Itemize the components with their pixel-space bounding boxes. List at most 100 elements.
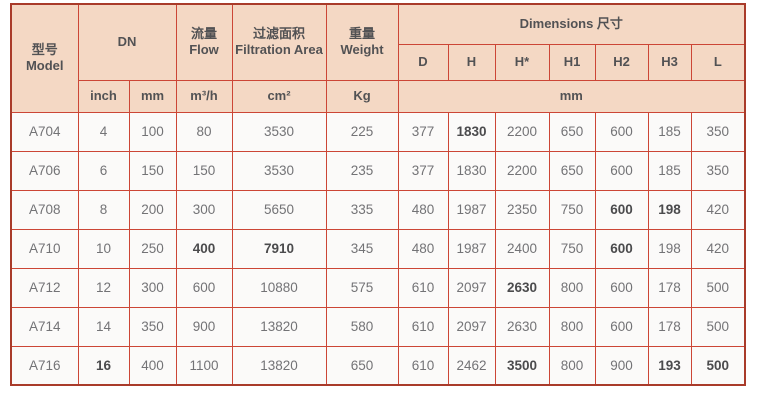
header-filtration-area: 过滤面积 Filtration Area — [231, 3, 327, 81]
value-cell: 800 — [548, 267, 596, 308]
value-cell: 6 — [77, 150, 130, 191]
header-dim-hstar: H* — [494, 43, 550, 81]
value-cell: 198 — [647, 189, 692, 230]
value-cell: 150 — [175, 150, 233, 191]
model-cell: A704 — [10, 111, 79, 152]
value-cell: 750 — [548, 228, 596, 269]
table-body: A704 4 100 80 3530 225 377 1830 2200 650 600 185 350… — [10, 111, 746, 386]
value-cell: 4 — [77, 111, 130, 152]
value-cell: 600 — [594, 189, 649, 230]
value-cell: 750 — [548, 189, 596, 230]
value-cell: 193 — [647, 345, 692, 386]
table-row: A706 6 150 150 3530 235 377 1830 2200 650 600 185 35… — [10, 150, 746, 191]
value-cell: 650 — [325, 345, 399, 386]
table-header: 型号 Model DN 流量 Flow 过滤面积 Filtration Area… — [10, 3, 746, 113]
value-cell: 900 — [175, 306, 233, 347]
value-cell: 345 — [325, 228, 399, 269]
value-cell: 800 — [548, 345, 596, 386]
value-cell: 178 — [647, 306, 692, 347]
unit-flow: m³/h — [175, 79, 233, 113]
value-cell: 5650 — [231, 189, 327, 230]
value-cell: 480 — [397, 189, 449, 230]
value-cell: 420 — [690, 228, 746, 269]
value-cell: 610 — [397, 306, 449, 347]
table-row: A708 8 200 300 5650 335 480 1987 2350 750 600 198 42… — [10, 189, 746, 230]
value-cell: 3500 — [494, 345, 550, 386]
value-cell: 1830 — [447, 150, 496, 191]
header-dim-h: H — [447, 43, 496, 81]
value-cell: 335 — [325, 189, 399, 230]
value-cell: 7910 — [231, 228, 327, 269]
value-cell: 610 — [397, 267, 449, 308]
header-flow-en: Flow — [189, 42, 219, 58]
specification-table: 型号 Model DN 流量 Flow 过滤面积 Filtration Area… — [10, 3, 747, 386]
value-cell: 600 — [594, 228, 649, 269]
header-flow: 流量 Flow — [175, 3, 233, 81]
model-cell: A712 — [10, 267, 79, 308]
value-cell: 2200 — [494, 150, 550, 191]
unit-dimensions-mm: mm — [397, 79, 746, 113]
header-filtration-zh: 过滤面积 — [252, 26, 305, 41]
value-cell: 600 — [175, 267, 233, 308]
value-cell: 480 — [397, 228, 449, 269]
value-cell: 500 — [690, 267, 746, 308]
value-cell: 600 — [594, 306, 649, 347]
value-cell: 1830 — [447, 111, 496, 152]
value-cell: 185 — [647, 150, 692, 191]
value-cell: 2400 — [494, 228, 550, 269]
table-row: A712 12 300 600 10880 575 610 2097 2630 800 600 178… — [10, 267, 746, 308]
value-cell: 1987 — [447, 189, 496, 230]
value-cell: 600 — [594, 150, 649, 191]
model-cell: A710 — [10, 228, 79, 269]
header-weight-en: Weight — [340, 42, 384, 58]
value-cell: 350 — [690, 111, 746, 152]
value-cell: 178 — [647, 267, 692, 308]
value-cell: 350 — [690, 150, 746, 191]
value-cell: 575 — [325, 267, 399, 308]
unit-inch: inch — [77, 79, 130, 113]
value-cell: 185 — [647, 111, 692, 152]
value-cell: 235 — [325, 150, 399, 191]
value-cell: 12 — [77, 267, 130, 308]
table-row: A710 10 250 400 7910 345 480 1987 2400 750 600 198 4… — [10, 228, 746, 269]
model-cell: A716 — [10, 345, 79, 386]
value-cell: 600 — [594, 111, 649, 152]
value-cell: 2200 — [494, 111, 550, 152]
table-row: A714 14 350 900 13820 580 610 2097 2630 800 600 178… — [10, 306, 746, 347]
value-cell: 250 — [128, 228, 177, 269]
value-cell: 3530 — [231, 111, 327, 152]
value-cell: 377 — [397, 111, 449, 152]
value-cell: 800 — [548, 306, 596, 347]
header-dim-d: D — [397, 43, 449, 81]
value-cell: 2097 — [447, 267, 496, 308]
table-row: A704 4 100 80 3530 225 377 1830 2200 650 600 185 350 — [10, 111, 746, 152]
table-row: A716 16 400 1100 13820 650 610 2462 3500 800 900 19… — [10, 345, 746, 386]
value-cell: 1987 — [447, 228, 496, 269]
value-cell: 10880 — [231, 267, 327, 308]
header-dim-h1: H1 — [548, 43, 596, 81]
value-cell: 500 — [690, 306, 746, 347]
value-cell: 650 — [548, 111, 596, 152]
unit-weight: Kg — [325, 79, 399, 113]
value-cell: 14 — [77, 306, 130, 347]
header-dim-l: L — [690, 43, 746, 81]
value-cell: 600 — [594, 267, 649, 308]
value-cell: 100 — [128, 111, 177, 152]
value-cell: 2350 — [494, 189, 550, 230]
value-cell: 300 — [175, 189, 233, 230]
value-cell: 300 — [128, 267, 177, 308]
value-cell: 580 — [325, 306, 399, 347]
unit-area: cm² — [231, 79, 327, 113]
value-cell: 2630 — [494, 267, 550, 308]
value-cell: 610 — [397, 345, 449, 386]
header-dim-h2: H2 — [594, 43, 649, 81]
model-cell: A708 — [10, 189, 79, 230]
value-cell: 350 — [128, 306, 177, 347]
header-dim-h3: H3 — [647, 43, 692, 81]
value-cell: 1100 — [175, 345, 233, 386]
unit-mm: mm — [128, 79, 177, 113]
value-cell: 10 — [77, 228, 130, 269]
model-cell: A714 — [10, 306, 79, 347]
header-model: 型号 Model — [10, 3, 79, 113]
